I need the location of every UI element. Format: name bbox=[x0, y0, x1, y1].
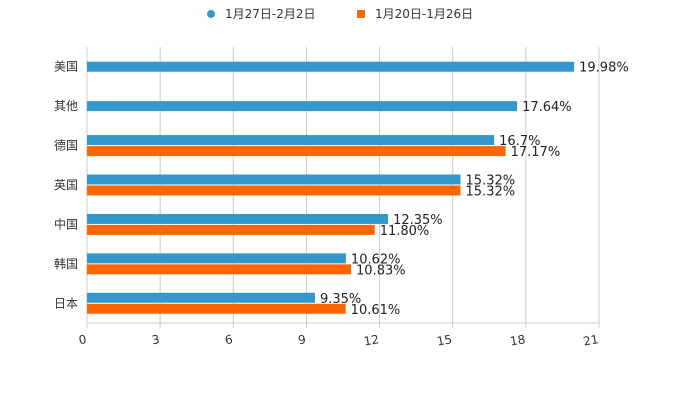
category-label-6: 日本 bbox=[54, 296, 78, 310]
bar-英国-series-0 bbox=[87, 174, 461, 185]
category-label-0: 美国 bbox=[54, 60, 78, 74]
category-label-2: 德国 bbox=[54, 138, 78, 153]
x-tick-label-0: 0 bbox=[78, 332, 88, 347]
x-tick-label-6: 18 bbox=[509, 332, 526, 348]
bar-中国-series-0 bbox=[87, 213, 389, 224]
bar-美国-series-0 bbox=[87, 61, 575, 72]
category-label-4: 中国 bbox=[54, 216, 78, 231]
data-label-德国-series-1: 17.17% bbox=[511, 145, 561, 160]
bar-英国-series-1 bbox=[87, 185, 461, 196]
category-label-3: 英国 bbox=[54, 178, 78, 192]
x-tick-label-3: 9 bbox=[297, 332, 307, 347]
legend-marker-series-1 bbox=[357, 10, 365, 18]
legend-marker-series-0 bbox=[207, 10, 215, 18]
data-label-美国-series-0: 19.98% bbox=[579, 61, 629, 76]
bar-韩国-series-0 bbox=[87, 253, 346, 264]
data-label-中国-series-0: 12.35% bbox=[393, 213, 443, 228]
legend-label-series-0: 1月27日-2月2日 bbox=[225, 7, 316, 21]
bar-日本-series-0 bbox=[87, 292, 315, 303]
data-label-日本-series-0: 9.35% bbox=[320, 292, 361, 307]
x-tick-label-1: 3 bbox=[151, 332, 161, 347]
data-label-日本-series-1: 10.61% bbox=[351, 303, 401, 318]
bar-其他-series-0 bbox=[87, 101, 518, 112]
category-label-1: 其他 bbox=[54, 99, 78, 113]
data-label-韩国-series-0: 10.62% bbox=[351, 252, 401, 267]
bar-中国-series-1 bbox=[87, 224, 375, 235]
data-label-英国-series-0: 15.32% bbox=[466, 174, 516, 189]
bar-德国-series-0 bbox=[87, 135, 495, 146]
category-label-5: 韩国 bbox=[54, 256, 78, 271]
x-tick-label-4: 12 bbox=[363, 332, 380, 348]
legend-label-series-1: 1月20日-1月26日 bbox=[375, 7, 473, 21]
data-label-德国-series-0: 16.7% bbox=[499, 134, 540, 149]
bar-日本-series-1 bbox=[87, 303, 346, 314]
data-label-韩国-series-1: 10.83% bbox=[356, 263, 406, 278]
bar-韩国-series-1 bbox=[87, 264, 352, 275]
x-tick-label-2: 6 bbox=[224, 332, 234, 347]
bar-德国-series-1 bbox=[87, 146, 506, 157]
data-label-英国-series-1: 15.32% bbox=[466, 185, 516, 200]
data-label-其他-series-0: 17.64% bbox=[522, 100, 572, 115]
data-label-中国-series-1: 11.80% bbox=[380, 224, 430, 239]
x-tick-label-7: 21 bbox=[582, 332, 599, 348]
x-tick-label-5: 15 bbox=[436, 332, 453, 348]
